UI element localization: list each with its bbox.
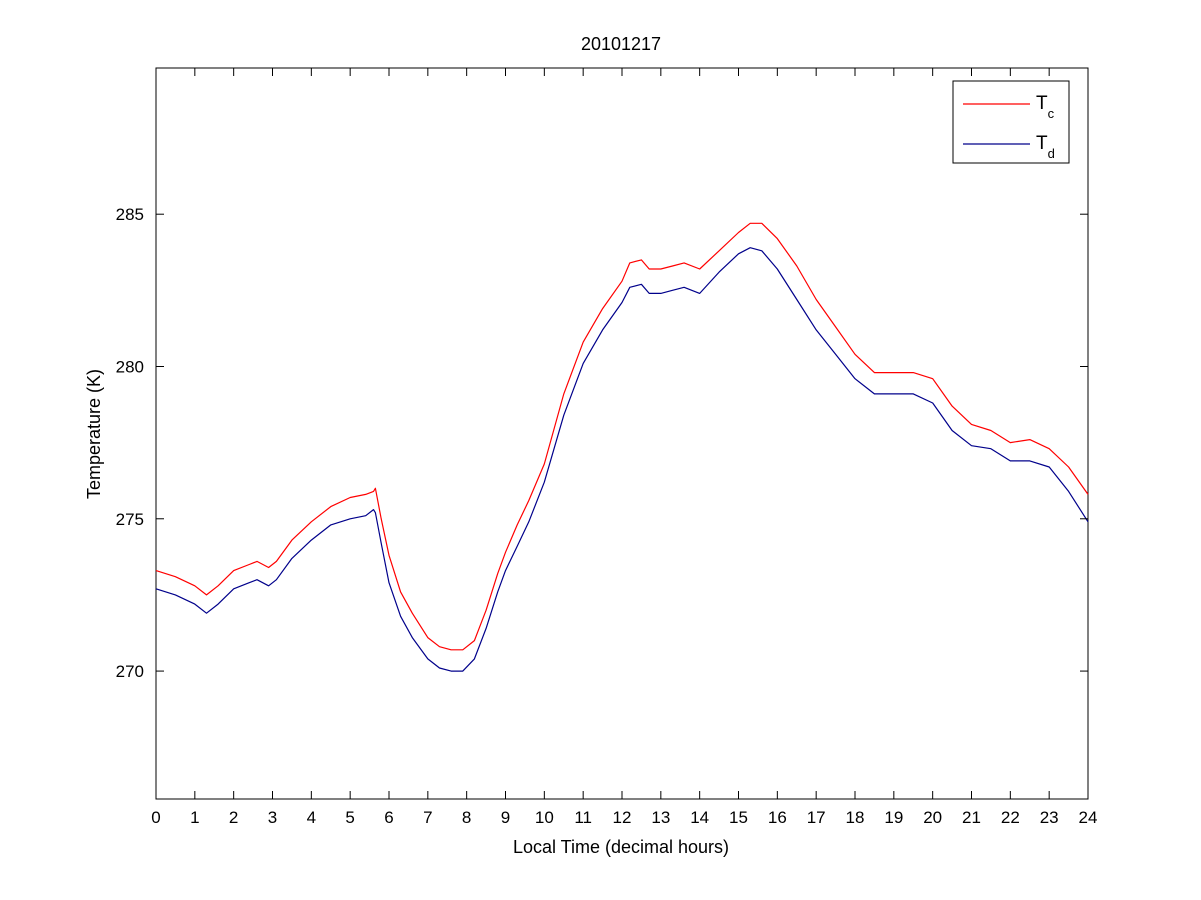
x-tick-label: 8 [462, 808, 471, 827]
x-tick-label: 24 [1079, 808, 1098, 827]
x-tick-label: 4 [307, 808, 316, 827]
x-tick-label: 21 [962, 808, 981, 827]
series-layer [155, 222, 1089, 672]
x-tick-label: 18 [846, 808, 865, 827]
series-line-Td [155, 247, 1089, 672]
x-tick-label: 14 [690, 808, 709, 827]
y-axis-title: Temperature (K) [84, 369, 104, 499]
x-tick-label: 16 [768, 808, 787, 827]
x-tick-label: 12 [613, 808, 632, 827]
series-line-Tc [155, 222, 1089, 651]
y-tick-label: 270 [116, 662, 144, 681]
y-tick-label: 280 [116, 357, 144, 376]
x-tick-label: 13 [651, 808, 670, 827]
x-tick-label: 23 [1040, 808, 1059, 827]
x-tick-label: 22 [1001, 808, 1020, 827]
x-tick-label: 17 [807, 808, 826, 827]
legend-label-subscript: c [1048, 106, 1055, 121]
x-tick-label: 1 [190, 808, 199, 827]
plot-area: 0 1 2 3 4 5 6 7 8 9 10 11 12 13 14 15 16 17 18 19 20 21 22 23 24… [116, 67, 1097, 827]
x-tick-label: 19 [884, 808, 903, 827]
legend-label-main: T [1036, 133, 1048, 154]
legend-label-subscript: d [1048, 146, 1055, 161]
x-tick-label: 0 [151, 808, 160, 827]
x-tick-label: 7 [423, 808, 432, 827]
plot-frame [155, 67, 1089, 800]
x-tick-label: 15 [729, 808, 748, 827]
x-tick-label: 20 [923, 808, 942, 827]
x-axis-ticks: 0 1 2 3 4 5 6 7 8 9 10 11 12 13 14 15 16 17 18 19 20 21 22 23 24 [151, 68, 1097, 827]
legend-label-Tc: Tc [1036, 93, 1055, 121]
y-axis-ticks: 270 275 280 285 [116, 205, 1088, 681]
x-tick-label: 2 [229, 808, 238, 827]
legend-label-main: T [1036, 93, 1048, 114]
legend-box [952, 80, 1070, 164]
x-tick-label: 10 [535, 808, 554, 827]
x-tick-label: 9 [501, 808, 510, 827]
x-tick-label: 5 [345, 808, 354, 827]
x-axis-title: Local Time (decimal hours) [513, 837, 729, 857]
y-tick-label: 275 [116, 510, 144, 529]
x-tick-label: 11 [574, 808, 592, 827]
chart-title: 20101217 [581, 34, 661, 54]
y-tick-label: 285 [116, 205, 144, 224]
x-tick-label: 6 [384, 808, 393, 827]
x-tick-label: 3 [268, 808, 277, 827]
legend-label-Td: Td [1036, 133, 1055, 161]
